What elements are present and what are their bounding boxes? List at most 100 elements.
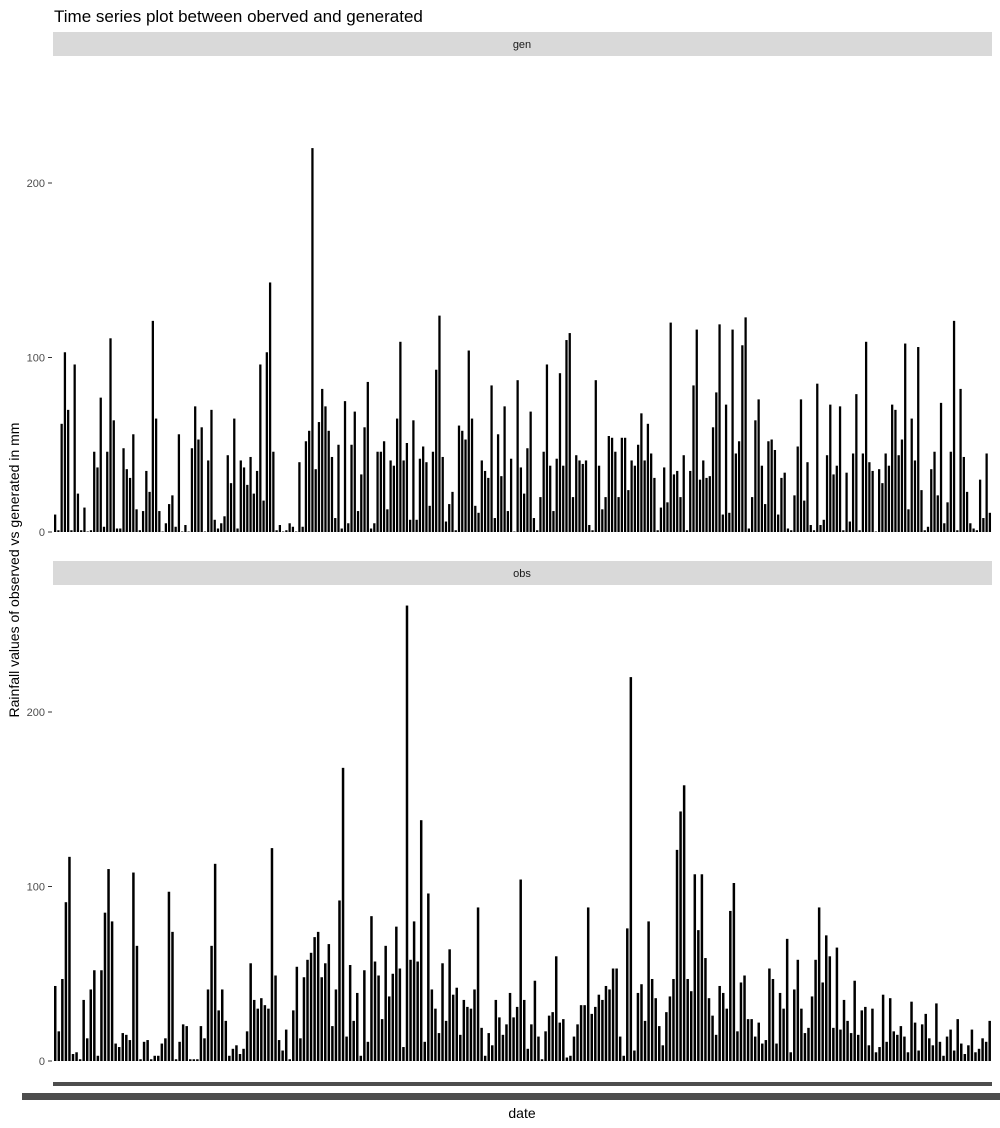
bar-gen xyxy=(295,531,298,532)
bar-gen xyxy=(376,451,379,532)
bar-obs xyxy=(444,1020,448,1062)
bar-obs xyxy=(757,1022,760,1061)
bar-obs xyxy=(295,966,299,1061)
bar-gen xyxy=(54,514,57,532)
bar-obs xyxy=(771,978,775,1062)
bar-obs xyxy=(896,1034,899,1062)
bar-gen xyxy=(643,460,646,532)
bar-gen xyxy=(982,518,985,532)
bar-obs xyxy=(576,1024,579,1062)
bar-gen xyxy=(793,495,796,533)
bar-obs xyxy=(441,963,444,1061)
bar-gen xyxy=(838,406,842,532)
bar-gen xyxy=(682,455,685,532)
bar-gen xyxy=(448,504,451,532)
bar-obs xyxy=(192,1059,196,1062)
bar-obs xyxy=(601,999,604,1061)
bar-obs xyxy=(604,985,608,1062)
bar-obs xyxy=(540,1059,544,1062)
bar-gen xyxy=(842,530,845,532)
bar-obs xyxy=(746,1019,750,1061)
bar-obs xyxy=(196,1059,199,1062)
bar-gen xyxy=(148,491,151,533)
bar-obs xyxy=(629,677,633,1061)
bar-obs xyxy=(977,1048,981,1061)
bar-series-obs xyxy=(54,605,991,1062)
bar-gen xyxy=(405,443,409,532)
bar-obs xyxy=(423,1041,427,1062)
y-tick-label: 100 xyxy=(27,882,45,894)
bar-gen xyxy=(67,409,70,532)
bar-gen xyxy=(386,509,389,532)
bar-gen xyxy=(803,500,806,532)
bar-gen xyxy=(70,530,73,532)
bar-gen xyxy=(288,523,291,532)
bar-obs xyxy=(945,1036,949,1061)
bar-obs xyxy=(984,1041,988,1062)
bar-obs xyxy=(324,963,327,1061)
bar-obs xyxy=(675,849,679,1062)
bar-gen xyxy=(669,322,672,532)
bar-gen xyxy=(747,528,751,532)
bar-gen xyxy=(216,528,220,532)
bar-obs xyxy=(110,921,114,1061)
bar-obs xyxy=(750,1019,753,1061)
bar-obs xyxy=(473,989,476,1062)
bar-obs xyxy=(533,980,537,1061)
bar-gen xyxy=(835,465,838,532)
bar-obs xyxy=(54,985,57,1062)
bar-gen xyxy=(308,430,311,532)
bar-obs xyxy=(849,1033,853,1061)
bar-gen xyxy=(200,427,203,532)
bar-obs xyxy=(672,978,675,1062)
bar-gen xyxy=(327,430,330,532)
bar-gen xyxy=(988,512,992,532)
bar-gen xyxy=(477,512,480,532)
bar-gen xyxy=(822,519,825,532)
bar-gen xyxy=(636,444,640,532)
bar-obs xyxy=(75,1052,78,1062)
bar-gen xyxy=(363,427,366,532)
bar-gen xyxy=(181,531,184,532)
bar-obs xyxy=(135,945,139,1061)
bar-obs xyxy=(238,1054,242,1061)
bar-gen xyxy=(777,514,780,532)
bar-obs xyxy=(199,1026,203,1061)
bar-gen xyxy=(939,402,943,532)
chart-title: Time series plot between oberved and gen… xyxy=(54,7,423,26)
bar-obs xyxy=(899,1026,903,1061)
bar-gen xyxy=(633,465,637,532)
bar-gen xyxy=(229,483,233,532)
bar-gen xyxy=(558,373,562,532)
bar-obs xyxy=(828,956,832,1061)
bar-series-gen xyxy=(54,148,992,533)
bar-gen xyxy=(868,462,871,532)
bar-gen xyxy=(532,518,536,532)
bar-obs xyxy=(569,1055,572,1062)
bar-obs xyxy=(508,992,512,1061)
bar-gen xyxy=(923,530,926,532)
bar-gen xyxy=(428,505,431,532)
bar-obs xyxy=(658,1026,661,1061)
bar-gen xyxy=(125,469,128,532)
facet-strip-label-gen: gen xyxy=(513,39,531,51)
bar-obs xyxy=(743,975,746,1062)
bar-gen xyxy=(360,474,363,533)
bar-gen xyxy=(317,422,321,532)
bar-obs xyxy=(231,1048,235,1061)
bar-obs xyxy=(174,1059,178,1062)
bar-obs xyxy=(252,999,256,1061)
bar-obs xyxy=(785,938,789,1061)
bar-gen xyxy=(617,497,620,532)
bar-obs xyxy=(103,912,107,1061)
bar-gen xyxy=(330,456,334,532)
bar-obs xyxy=(405,605,409,1061)
bar-gen xyxy=(978,479,982,532)
bar-obs xyxy=(178,1041,181,1062)
bar-obs xyxy=(622,1055,625,1062)
bar-gen xyxy=(99,397,102,532)
bar-obs xyxy=(391,973,395,1061)
bar-obs xyxy=(455,987,458,1061)
bar-obs xyxy=(871,1008,874,1061)
bar-gen xyxy=(106,451,109,532)
